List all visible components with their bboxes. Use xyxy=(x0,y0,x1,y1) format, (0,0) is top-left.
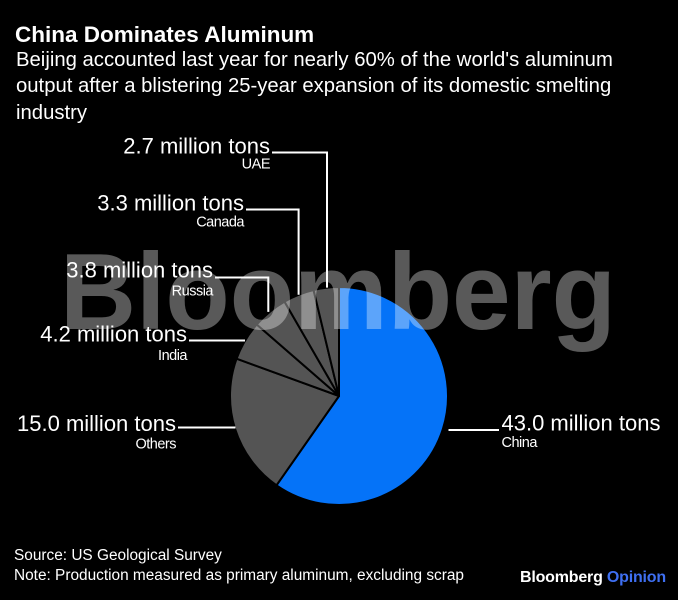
svg-text:China: China xyxy=(502,435,539,451)
svg-text:Canada: Canada xyxy=(196,215,245,231)
svg-text:Bloomberg: Bloomberg xyxy=(60,231,616,353)
svg-text:UAE: UAE xyxy=(242,157,271,173)
svg-text:3.8 million tons: 3.8 million tons xyxy=(66,258,213,283)
svg-text:Others: Others xyxy=(135,437,176,453)
svg-text:4.2 million tons: 4.2 million tons xyxy=(40,322,187,347)
svg-text:2.7 million tons: 2.7 million tons xyxy=(123,134,270,159)
svg-text:Russia: Russia xyxy=(172,284,215,300)
svg-text:3.3 million tons: 3.3 million tons xyxy=(97,191,244,216)
svg-text:India: India xyxy=(158,348,188,364)
svg-text:43.0 million tons: 43.0 million tons xyxy=(502,411,661,436)
svg-text:15.0 million tons: 15.0 million tons xyxy=(17,411,176,436)
